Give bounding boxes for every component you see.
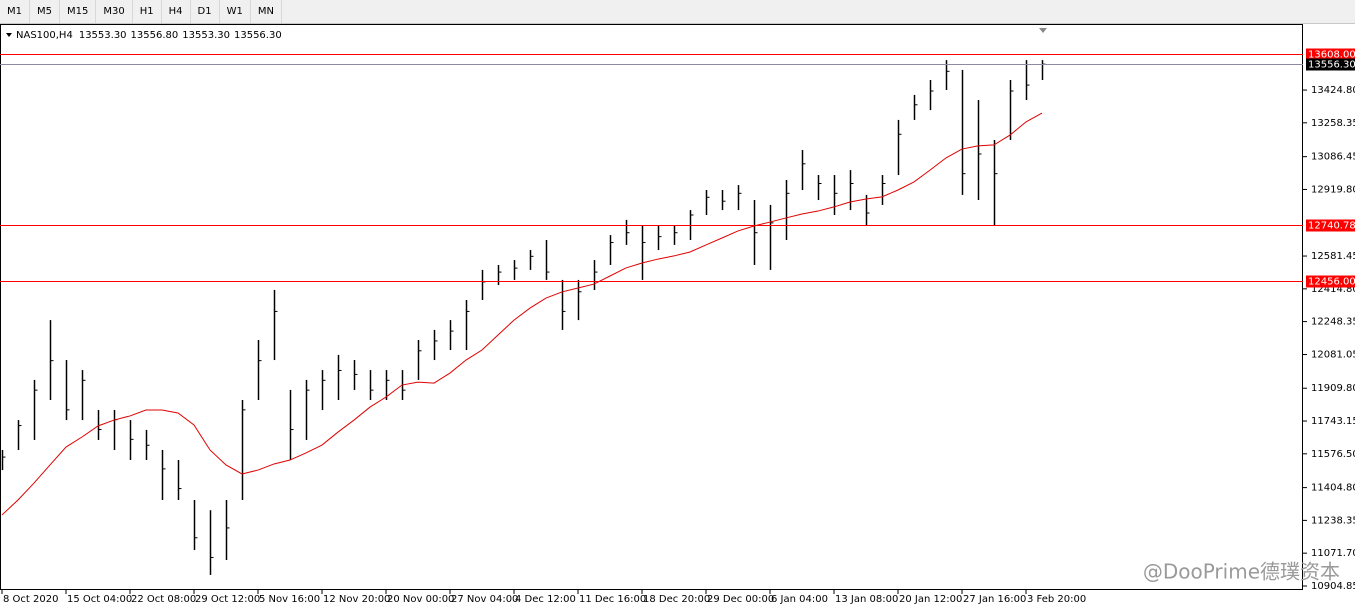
x-tick-label: 8 Oct 2020	[3, 594, 58, 605]
y-tick-label: 13424.80	[1311, 85, 1355, 96]
y-tick-label: 11909.80	[1311, 383, 1355, 394]
open-price: 13553.30	[79, 30, 127, 41]
x-tick-label: 13 Jan 08:00	[835, 594, 898, 605]
watermark: @DooPrime德璞资本	[1143, 560, 1340, 584]
x-tick-label: 6 Jan 04:00	[771, 594, 828, 605]
y-tick-label: 12248.35	[1311, 317, 1355, 328]
y-tick-label: 12919.80	[1311, 184, 1355, 195]
chart-header: NAS100,H4 13553.30 13556.80 13553.30 13556.3…	[16, 30, 282, 41]
level-label: 12740.78	[1308, 221, 1355, 232]
y-tick-label: 11071.70	[1311, 548, 1355, 559]
timeframe-button[interactable]: D1	[191, 0, 220, 23]
timeframe-toolbar: M1 M5 M15 M30 H1 H4 D1 W1 MN	[0, 0, 1355, 24]
x-tick-label: 20 Nov 00:00	[387, 594, 454, 605]
timeframe-button[interactable]: H1	[133, 0, 162, 23]
plot-frame	[0, 24, 1303, 590]
moving-average	[1, 112, 1043, 516]
timeframe-button[interactable]: M5	[30, 0, 60, 23]
x-tick-label: 18 Dec 20:00	[643, 594, 710, 605]
y-tick-label: 12414.80	[1311, 284, 1355, 295]
timeframe-button[interactable]: M1	[0, 0, 30, 23]
low-price: 13553.30	[182, 30, 230, 41]
close-price: 13556.30	[234, 30, 282, 41]
y-tick-label: 12081.05	[1311, 350, 1355, 361]
x-tick-label: 27 Jan 16:00	[963, 594, 1026, 605]
level-label: 12456.00	[1308, 277, 1355, 288]
collapse-icon	[6, 33, 12, 37]
x-tick-label: 27 Nov 04:00	[451, 594, 518, 605]
timeframe-button[interactable]: M15	[60, 0, 97, 23]
y-tick-label: 10904.85	[1311, 581, 1355, 592]
x-tick-label: 15 Oct 04:00	[67, 594, 132, 605]
symbol: NAS100,H4	[16, 30, 73, 41]
level-label: 13608.00	[1308, 50, 1355, 61]
y-tick-label: 11576.50	[1311, 449, 1355, 460]
x-tick-label: 12 Nov 20:00	[323, 594, 390, 605]
level-label: 13556.30	[1308, 60, 1355, 71]
high-price: 13556.80	[131, 30, 179, 41]
y-tick-label: 11238.35	[1311, 515, 1355, 526]
x-tick-label: 29 Oct 12:00	[195, 594, 260, 605]
level-badge	[1306, 58, 1355, 71]
timeframe-button[interactable]: MN	[251, 0, 282, 23]
y-tick-label: 12581.45	[1311, 251, 1355, 262]
shift-marker	[1039, 28, 1047, 33]
y-tick-label: 13258.35	[1311, 118, 1355, 129]
x-tick-label: 29 Dec 00:00	[707, 594, 774, 605]
y-tick-label: 11404.80	[1311, 483, 1355, 494]
x-tick-label: 22 Oct 08:00	[131, 594, 196, 605]
timeframe-button[interactable]: H4	[162, 0, 191, 23]
level-badge	[1306, 219, 1355, 232]
timeframe-button[interactable]: W1	[220, 0, 251, 23]
x-tick-label: 20 Jan 12:00	[899, 594, 962, 605]
x-tick-label: 5 Nov 16:00	[259, 594, 320, 605]
level-badge	[1306, 48, 1355, 61]
x-tick-label: 3 Feb 20:00	[1027, 594, 1086, 605]
x-tick-label: 11 Dec 16:00	[579, 594, 646, 605]
y-tick-label: 13086.45	[1311, 152, 1355, 163]
y-tick-label: 11743.15	[1311, 416, 1355, 427]
level-badge	[1306, 275, 1355, 288]
timeframe-button[interactable]: M30	[96, 0, 133, 23]
x-tick-label: 4 Dec 12:00	[515, 594, 576, 605]
